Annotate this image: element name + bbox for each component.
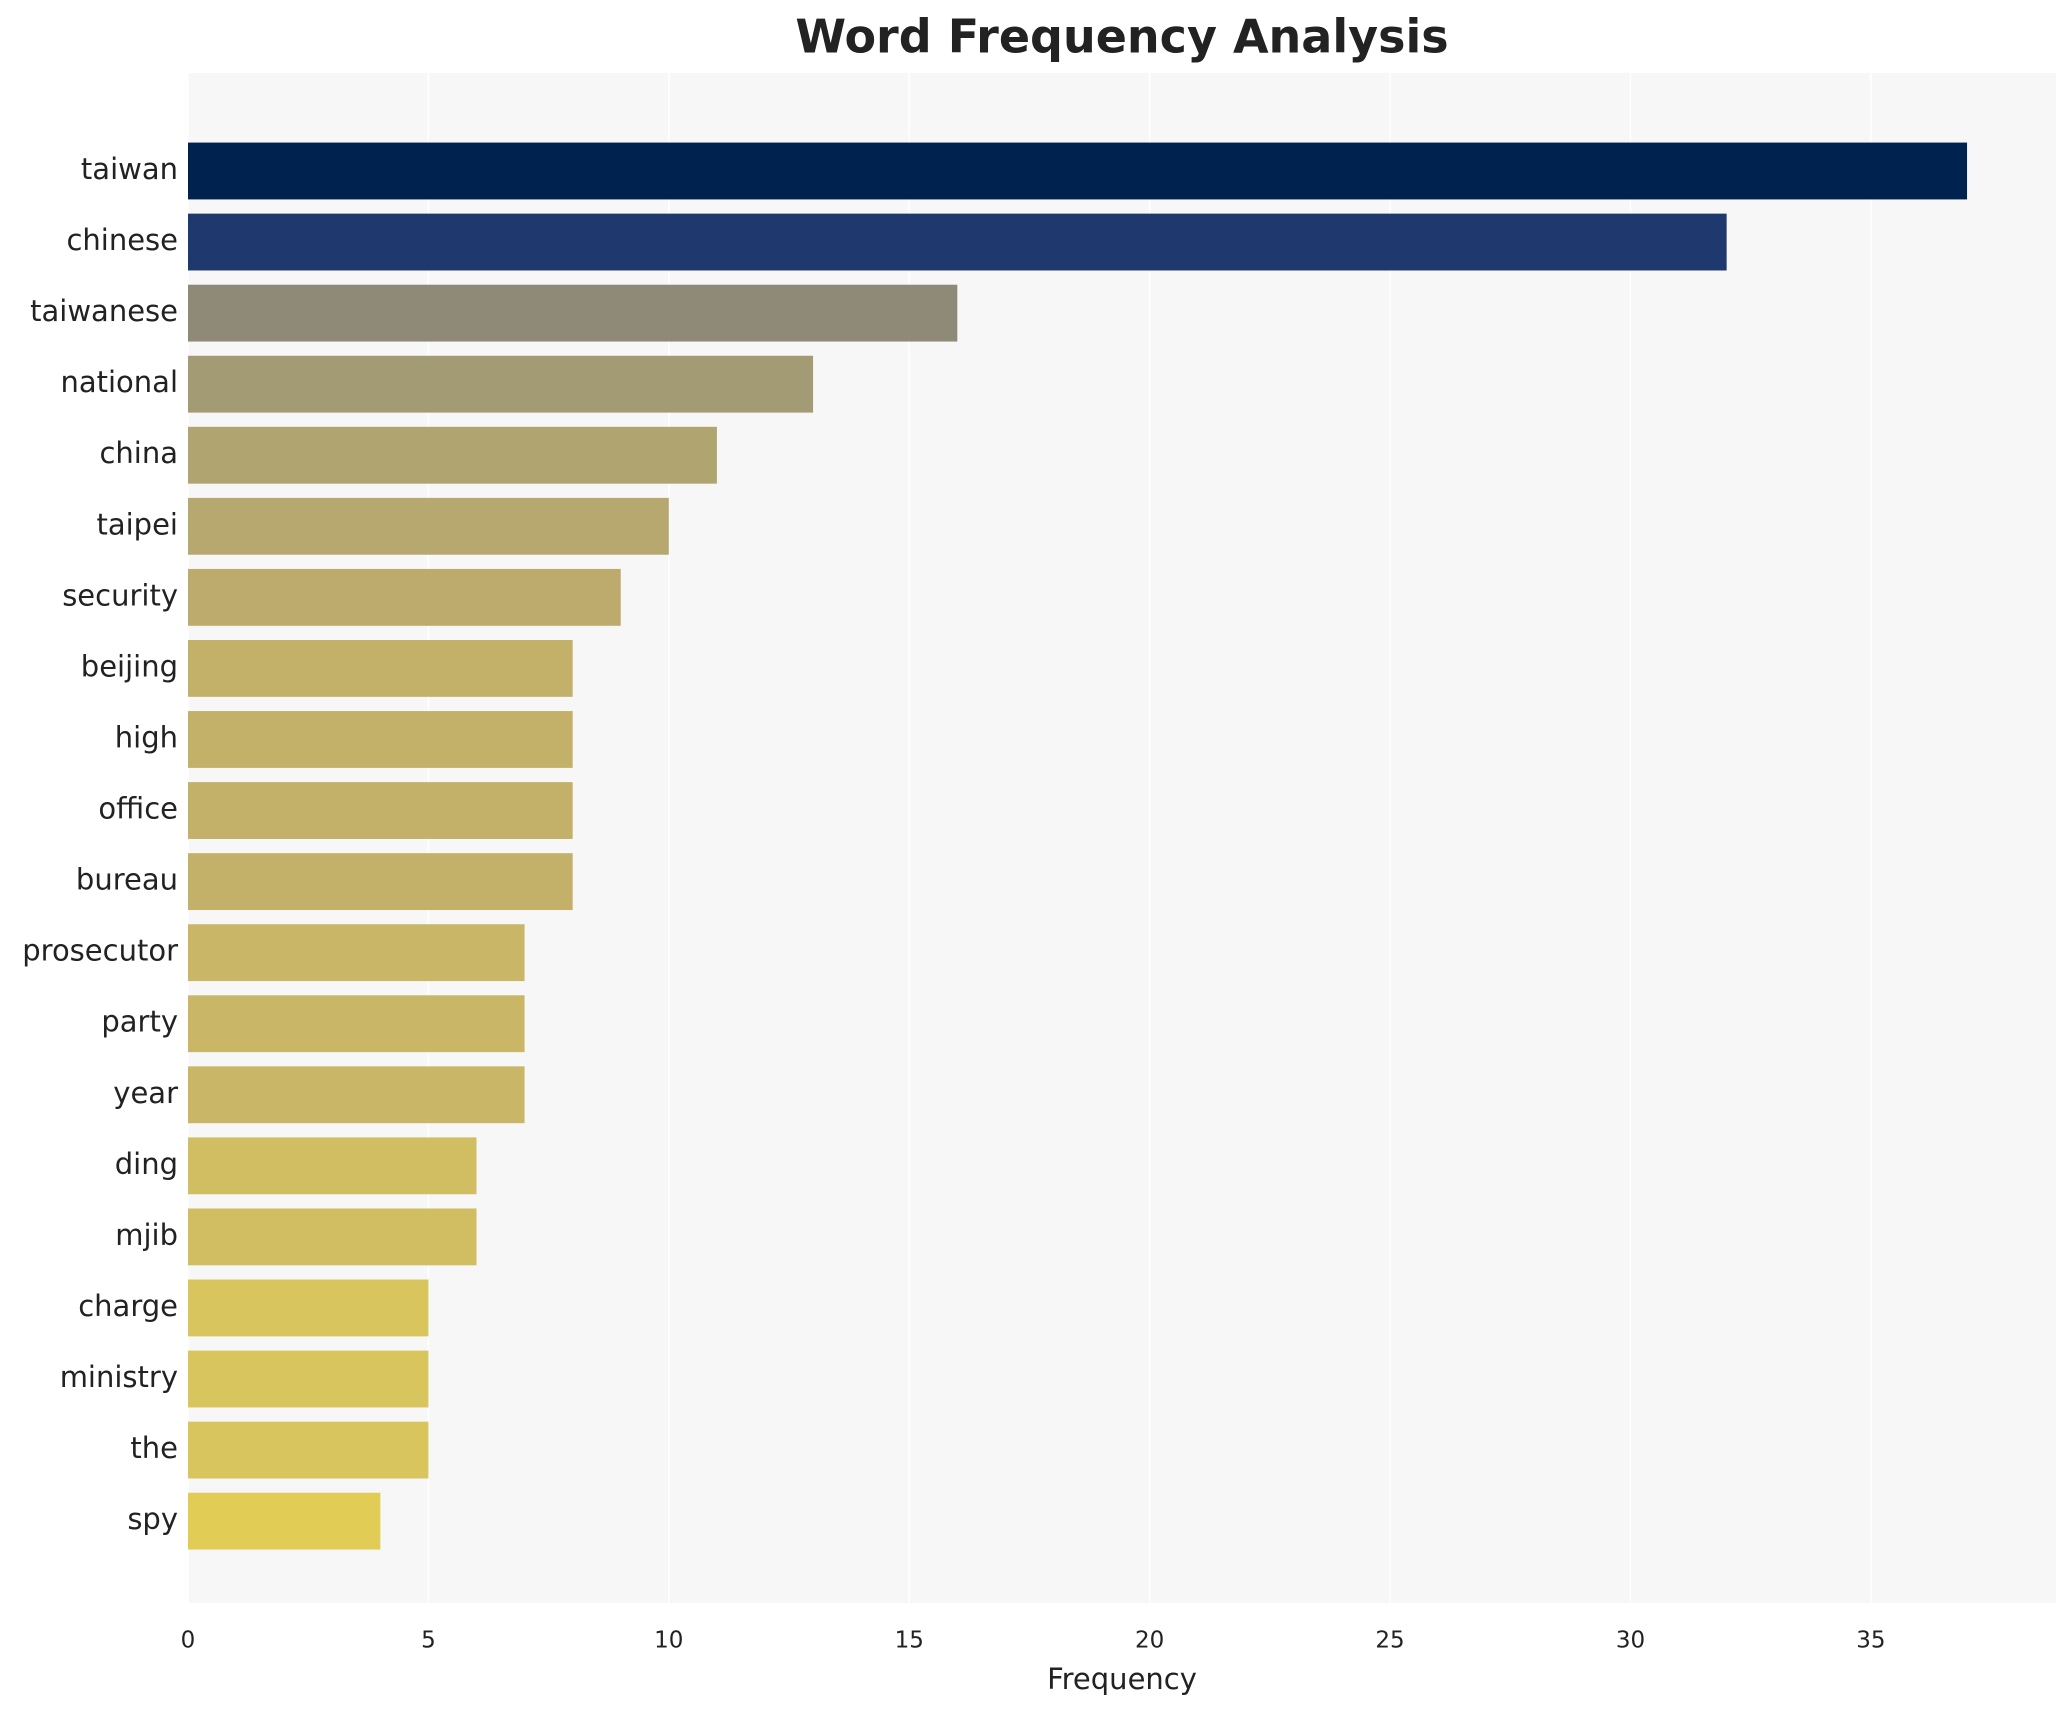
bar bbox=[188, 1492, 381, 1550]
y-tick-label: prosecutor bbox=[22, 934, 178, 968]
bar bbox=[188, 213, 1727, 271]
y-tick-label: taiwan bbox=[81, 152, 178, 186]
y-tick-label: ministry bbox=[60, 1360, 178, 1394]
y-tick-label: office bbox=[98, 792, 178, 826]
chart-title: Word Frequency Analysis bbox=[795, 10, 1448, 64]
bar bbox=[188, 142, 1968, 200]
x-tick-label: 25 bbox=[1375, 1628, 1404, 1654]
bar bbox=[188, 426, 717, 484]
x-tick-label: 10 bbox=[654, 1628, 683, 1654]
bar bbox=[188, 1066, 525, 1124]
bar bbox=[188, 355, 814, 413]
bar bbox=[188, 568, 621, 626]
x-axis-label: Frequency bbox=[1047, 1662, 1197, 1696]
y-tick-label: party bbox=[101, 1005, 178, 1039]
bar bbox=[188, 924, 525, 982]
y-tick-label: china bbox=[99, 436, 178, 470]
y-tick-label: national bbox=[60, 365, 178, 399]
y-tick-label: taipei bbox=[96, 507, 178, 541]
x-tick-label: 0 bbox=[181, 1628, 196, 1654]
y-tick-label: taiwanese bbox=[30, 294, 178, 328]
y-tick-label: spy bbox=[127, 1502, 178, 1536]
y-tick-label: chinese bbox=[66, 223, 178, 257]
bar bbox=[188, 711, 573, 768]
x-tick-label: 15 bbox=[895, 1628, 924, 1654]
y-tick-label: bureau bbox=[76, 863, 178, 897]
bar bbox=[188, 1137, 477, 1195]
bar bbox=[188, 497, 669, 555]
bar bbox=[188, 284, 958, 342]
y-tick-label: year bbox=[113, 1076, 178, 1110]
y-tick-label: the bbox=[130, 1431, 178, 1465]
y-tick-label: security bbox=[62, 578, 178, 612]
bar bbox=[188, 995, 525, 1053]
x-tick-label: 30 bbox=[1616, 1628, 1645, 1654]
bar bbox=[188, 1279, 429, 1337]
x-tick-label: 5 bbox=[421, 1628, 436, 1654]
bar bbox=[188, 1208, 477, 1266]
bar bbox=[188, 639, 573, 697]
y-tick-label: high bbox=[115, 720, 178, 754]
y-tick-label: beijing bbox=[81, 649, 178, 683]
y-tick-label: charge bbox=[78, 1289, 178, 1323]
y-tick-label: ding bbox=[115, 1147, 178, 1181]
x-tick-label: 20 bbox=[1135, 1628, 1164, 1654]
bar bbox=[188, 1350, 429, 1408]
bar bbox=[188, 782, 573, 839]
bar bbox=[188, 853, 573, 911]
y-tick-label: mjib bbox=[115, 1218, 178, 1252]
x-tick-label: 35 bbox=[1856, 1628, 1885, 1654]
bar bbox=[188, 1421, 429, 1479]
